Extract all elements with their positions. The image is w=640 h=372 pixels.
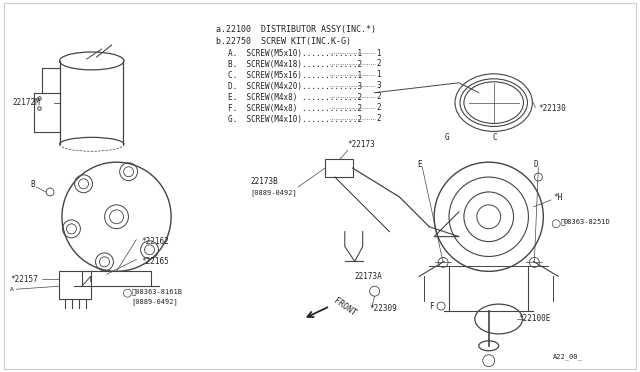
Text: Ⓝ: Ⓝ	[560, 219, 564, 225]
Text: 1: 1	[376, 70, 381, 79]
Text: A.  SCREW(M5x10)............1: A. SCREW(M5x10)............1	[228, 49, 362, 58]
Text: F.  SCREW(M4x8) ............2: F. SCREW(M4x8) ............2	[228, 104, 362, 113]
Text: C: C	[493, 133, 497, 142]
Text: B: B	[30, 180, 35, 189]
Text: *22100E: *22100E	[518, 314, 551, 323]
Text: 2: 2	[376, 60, 381, 68]
Text: F: F	[429, 302, 434, 311]
Text: 22173A: 22173A	[355, 272, 383, 281]
Text: a.22100  DISTRIBUTOR ASSY(INC.*): a.22100 DISTRIBUTOR ASSY(INC.*)	[216, 25, 376, 34]
Text: [0889-0492]: [0889-0492]	[250, 189, 297, 196]
Text: *22165: *22165	[141, 257, 169, 266]
Text: 08363-8251D: 08363-8251D	[563, 219, 610, 225]
Text: *22173: *22173	[348, 140, 376, 149]
Text: *H: *H	[553, 193, 563, 202]
Text: FRONT: FRONT	[332, 296, 358, 318]
Text: *22157: *22157	[10, 275, 38, 284]
Text: E: E	[417, 160, 422, 169]
Text: *22309: *22309	[370, 304, 397, 313]
Text: E.  SCREW(M4x8) ............2: E. SCREW(M4x8) ............2	[228, 93, 362, 102]
Text: *22162: *22162	[141, 237, 169, 246]
Text: B.  SCREW(M4x18)............2: B. SCREW(M4x18)............2	[228, 60, 362, 69]
Bar	[59, 271, 91, 299]
Text: b.22750  SCREW KIT(INC.K-G): b.22750 SCREW KIT(INC.K-G)	[216, 37, 351, 46]
Text: *22130: *22130	[538, 103, 566, 113]
Text: 3: 3	[376, 81, 381, 90]
Text: G: G	[445, 133, 450, 142]
Text: D.  SCREW(M4x20)............3: D. SCREW(M4x20)............3	[228, 82, 362, 91]
Text: C.  SCREW(M5x16)............1: C. SCREW(M5x16)............1	[228, 71, 362, 80]
Text: 22172M: 22172M	[12, 98, 40, 107]
Bar	[325, 159, 353, 177]
Text: Ⓝ08363-8161B: Ⓝ08363-8161B	[131, 288, 182, 295]
Text: 1: 1	[376, 48, 381, 58]
Text: 2: 2	[376, 103, 381, 112]
Text: A: A	[10, 287, 14, 292]
Text: 2: 2	[376, 114, 381, 123]
Text: A22_00_: A22_00_	[553, 354, 583, 360]
Text: [0889-0492]: [0889-0492]	[131, 298, 178, 305]
Text: 2: 2	[376, 92, 381, 101]
Text: G.  SCREW(M4x10)............2: G. SCREW(M4x10)............2	[228, 115, 362, 124]
Text: 22173B: 22173B	[250, 177, 278, 186]
Text: D: D	[533, 160, 538, 169]
